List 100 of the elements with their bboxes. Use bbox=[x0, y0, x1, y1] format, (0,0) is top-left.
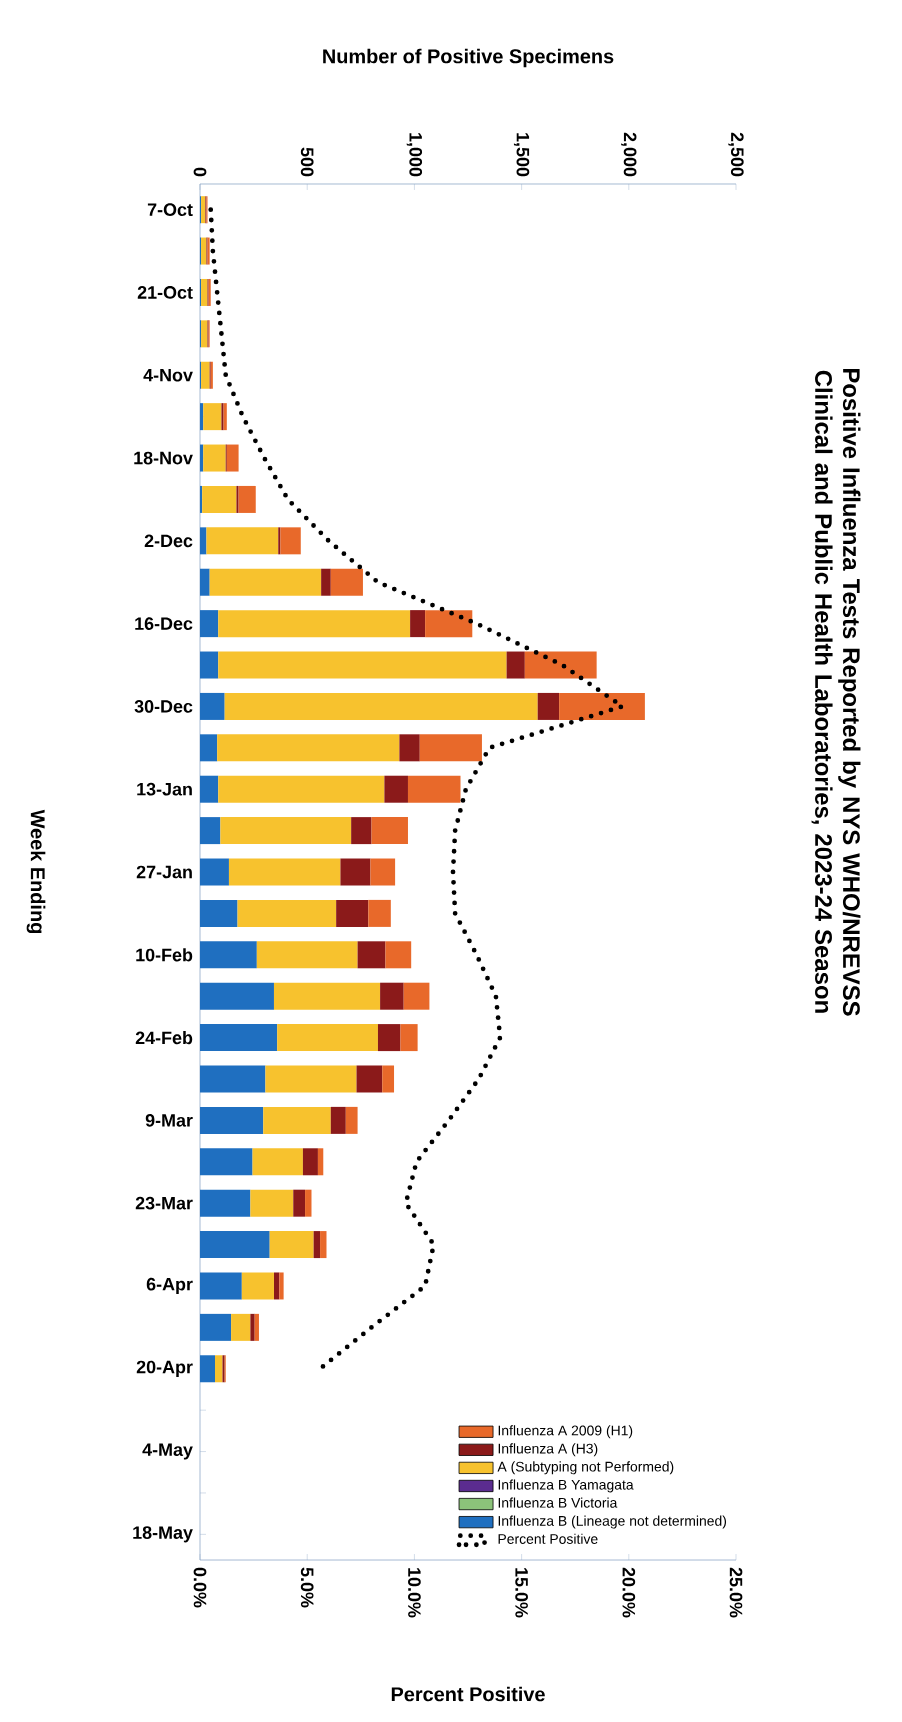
bar bbox=[202, 485, 237, 513]
x-axis-title: Number of Positive Specimens bbox=[323, 48, 614, 68]
bar bbox=[200, 1272, 242, 1300]
y-tick-label: 4-May bbox=[142, 1443, 193, 1460]
bar bbox=[200, 1355, 216, 1383]
bar bbox=[252, 1148, 303, 1176]
bar bbox=[273, 1272, 280, 1300]
bar bbox=[269, 1231, 314, 1259]
bar bbox=[218, 651, 507, 679]
y-tick-label: 27-Jan bbox=[136, 865, 192, 879]
bar bbox=[377, 1024, 401, 1052]
bar bbox=[419, 734, 482, 762]
bar bbox=[345, 1106, 358, 1134]
bar bbox=[200, 1231, 270, 1259]
bar bbox=[200, 568, 210, 596]
bar bbox=[200, 817, 221, 845]
bar bbox=[330, 1106, 346, 1134]
y-tick-label: 13-Jan bbox=[137, 782, 192, 796]
bar bbox=[330, 568, 363, 596]
bar bbox=[206, 527, 279, 555]
bar bbox=[200, 899, 238, 927]
bar bbox=[368, 899, 391, 927]
bar bbox=[382, 1065, 395, 1093]
x2-axis-title: Percent Positive bbox=[391, 1686, 545, 1702]
x-tick-label: 1,500 bbox=[513, 133, 530, 177]
x2-tick-label: 5.0% bbox=[300, 1567, 314, 1608]
bar bbox=[218, 775, 385, 803]
bar bbox=[380, 982, 404, 1010]
y-tick-label: 30-Dec bbox=[134, 700, 193, 713]
bar bbox=[200, 858, 229, 886]
x2-tick-label: 0.0% bbox=[193, 1567, 207, 1608]
x2-tick-label: 15.0% bbox=[515, 1568, 528, 1618]
bar bbox=[370, 858, 396, 886]
bar bbox=[399, 734, 420, 762]
x-tick-label: 2,000 bbox=[621, 132, 637, 177]
y-tick-label: 16-Dec bbox=[135, 617, 193, 630]
bar bbox=[237, 899, 337, 927]
y-tick-label: 7-Oct bbox=[147, 203, 193, 217]
y-tick-label: 21-Oct bbox=[137, 286, 193, 299]
bar bbox=[220, 817, 352, 845]
bar bbox=[200, 941, 257, 969]
x2-tick-label: 20.0% bbox=[622, 1567, 636, 1618]
bar bbox=[200, 1189, 251, 1217]
x-tick-label: 1,000 bbox=[406, 133, 423, 177]
bar bbox=[356, 1065, 383, 1093]
bar bbox=[201, 237, 207, 265]
bar bbox=[559, 692, 645, 720]
bar bbox=[384, 775, 408, 803]
bar bbox=[265, 1065, 357, 1093]
y-tick-label: 2-Dec bbox=[144, 534, 193, 548]
y-tick-label: 4-Nov bbox=[143, 368, 193, 382]
x2-tick-label: 10.0% bbox=[408, 1568, 421, 1618]
bar bbox=[305, 1189, 312, 1217]
y-tick-label: 9-Mar bbox=[145, 1114, 193, 1127]
bar bbox=[340, 858, 371, 886]
bar bbox=[200, 1148, 253, 1176]
bar bbox=[277, 1024, 378, 1052]
bar bbox=[336, 899, 369, 927]
bar bbox=[203, 444, 226, 472]
bar bbox=[273, 982, 381, 1010]
bar bbox=[403, 982, 430, 1010]
bar bbox=[293, 1189, 306, 1217]
x2-tick-label: 25.0% bbox=[729, 1567, 743, 1618]
bar bbox=[321, 568, 331, 596]
bar bbox=[302, 1148, 318, 1176]
bar bbox=[200, 651, 219, 679]
bar bbox=[256, 941, 358, 969]
bar bbox=[200, 692, 225, 720]
bar bbox=[226, 444, 239, 472]
y-tick-label: 18-May bbox=[133, 1526, 193, 1543]
bar bbox=[263, 1106, 331, 1134]
bar bbox=[203, 403, 222, 431]
bar bbox=[201, 278, 208, 306]
y-tick-label: 6-Apr bbox=[146, 1277, 193, 1295]
bar bbox=[320, 1231, 327, 1259]
bar bbox=[201, 361, 210, 389]
bar bbox=[215, 1355, 223, 1383]
bar bbox=[200, 1106, 264, 1134]
bar bbox=[410, 610, 426, 638]
bar bbox=[313, 1231, 321, 1259]
y-axis-title: Week Ending bbox=[26, 809, 46, 934]
bar bbox=[425, 610, 473, 638]
bar bbox=[200, 1313, 232, 1341]
bar bbox=[200, 982, 274, 1010]
bar bbox=[201, 320, 208, 348]
bar bbox=[400, 1024, 418, 1052]
bar bbox=[200, 527, 207, 555]
y-tick-label: 23-Mar bbox=[135, 1196, 193, 1210]
text: Positive Influenza Tests Reported by NYS WHO/NREVSS Clinical and Public Health Laboratories, 2023-24 Season bbox=[811, 368, 861, 1016]
bar bbox=[241, 1272, 274, 1300]
bar bbox=[200, 610, 219, 638]
bar bbox=[228, 858, 341, 886]
y-tick-label: 24-Feb bbox=[135, 1031, 193, 1045]
bar bbox=[506, 651, 525, 679]
bar bbox=[231, 1313, 251, 1341]
y-tick-label: 10-Feb bbox=[136, 948, 193, 962]
bar bbox=[218, 610, 411, 638]
bar bbox=[200, 1065, 266, 1093]
bar bbox=[537, 692, 560, 720]
bar bbox=[217, 734, 400, 762]
